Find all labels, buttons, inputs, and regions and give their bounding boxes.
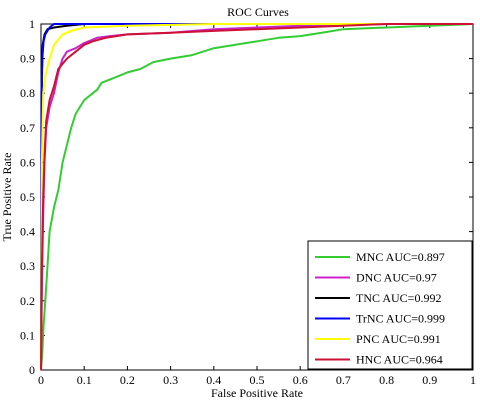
y-tick-label: 0.1 <box>20 328 35 342</box>
legend-label: PNC AUC=0.991 <box>356 332 441 346</box>
y-tick-label: 0.7 <box>20 121 35 135</box>
y-tick-label: 0.2 <box>20 294 35 308</box>
legend-label: DNC AUC=0.97 <box>356 271 437 285</box>
axis-ticks: 0 0.1 0.2 0.3 0.4 0.5 0.6 0.7 0.8 0.9 1 0 0.1 0.2 0.3 0… <box>20 17 476 387</box>
y-tick-label: 0.6 <box>20 155 35 169</box>
x-tick-label: 0.6 <box>293 373 308 387</box>
chart-title: ROC Curves <box>227 5 289 19</box>
legend-label: HNC AUC=0.964 <box>356 353 443 367</box>
roc-curve-5 <box>40 23 473 371</box>
legend-label: TrNC AUC=0.999 <box>356 312 445 326</box>
x-axis-title: False Positive Rate <box>211 386 303 400</box>
x-tick-label: 0.9 <box>422 373 437 387</box>
y-axis-title: True Positive Rate <box>0 153 14 242</box>
legend-box <box>307 240 473 370</box>
y-tick-label: 1 <box>29 17 35 31</box>
roc-curve-0 <box>40 23 474 371</box>
x-tick-label: 0.2 <box>120 373 135 387</box>
x-tick-label: 0.1 <box>77 373 92 387</box>
x-tick-label: 0 <box>38 373 44 387</box>
roc-curves <box>40 23 474 371</box>
roc-curve-3 <box>40 23 473 371</box>
y-tick-label: 0.4 <box>20 225 35 239</box>
y-tick-label: 0.9 <box>20 52 35 66</box>
y-tick-label: 0.3 <box>20 259 35 273</box>
legend-label: TNC AUC=0.992 <box>356 291 441 305</box>
x-tick-label: 0.8 <box>379 373 394 387</box>
y-tick-label: 0 <box>29 363 35 377</box>
y-tick-label: 0.8 <box>20 86 35 100</box>
roc-curve-4 <box>40 23 473 371</box>
x-tick-label: 0.7 <box>336 373 351 387</box>
y-tick-label: 0.5 <box>20 190 35 204</box>
x-tick-label: 0.5 <box>250 373 265 387</box>
legend: MNC AUC=0.897 DNC AUC=0.97 TNC AUC=0.992 Tr… <box>307 240 473 370</box>
x-tick-label: 0.4 <box>206 373 221 387</box>
x-tick-label: 0.3 <box>163 373 178 387</box>
legend-label: MNC AUC=0.897 <box>356 250 445 264</box>
x-tick-label: 1 <box>470 373 476 387</box>
